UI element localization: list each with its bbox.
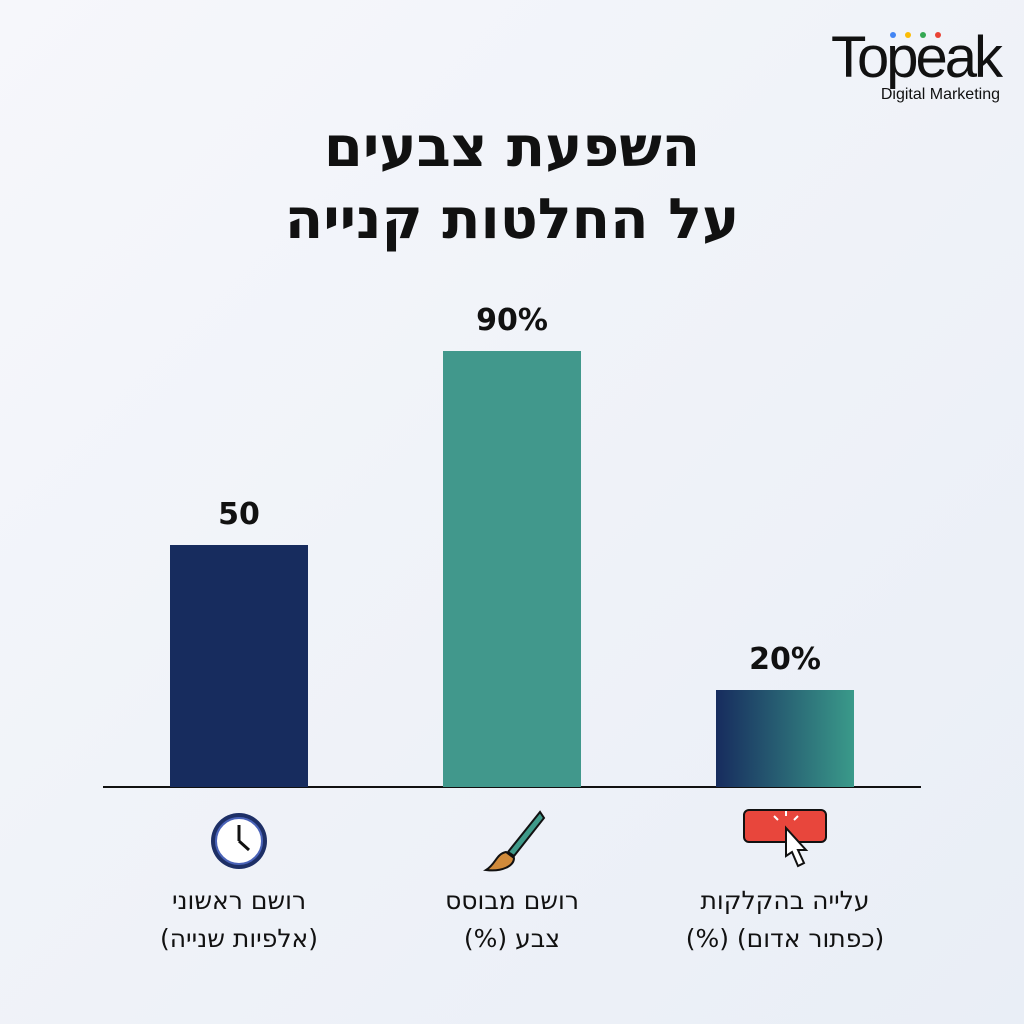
click-icon — [743, 809, 827, 868]
category-label: רושם ראשוני (אלפיות שנייה) — [159, 886, 319, 953]
category-label: רושם מבוסס צבע (%) — [445, 886, 579, 953]
bar — [443, 350, 581, 787]
title-line: על החלטות קנייה — [284, 187, 740, 252]
title-line: השפעת צבעים — [323, 115, 701, 180]
value-label: 90% — [476, 302, 548, 338]
category-label: עלייה בהקלקות (כפתור אדום) (%) — [685, 886, 885, 953]
baseline — [103, 786, 921, 788]
bar — [716, 690, 854, 787]
logo-name: Topeak — [830, 25, 1003, 90]
value-label: 20% — [749, 642, 821, 677]
brush-icon — [483, 810, 546, 872]
clock-icon — [211, 813, 267, 869]
logo-dots — [890, 32, 941, 38]
logo-tagline: Digital Marketing — [880, 86, 1000, 103]
bar — [170, 544, 308, 787]
chart-title: השפעת צבעים על החלטות קנייה — [0, 112, 1024, 256]
value-label: 50 — [218, 496, 260, 532]
